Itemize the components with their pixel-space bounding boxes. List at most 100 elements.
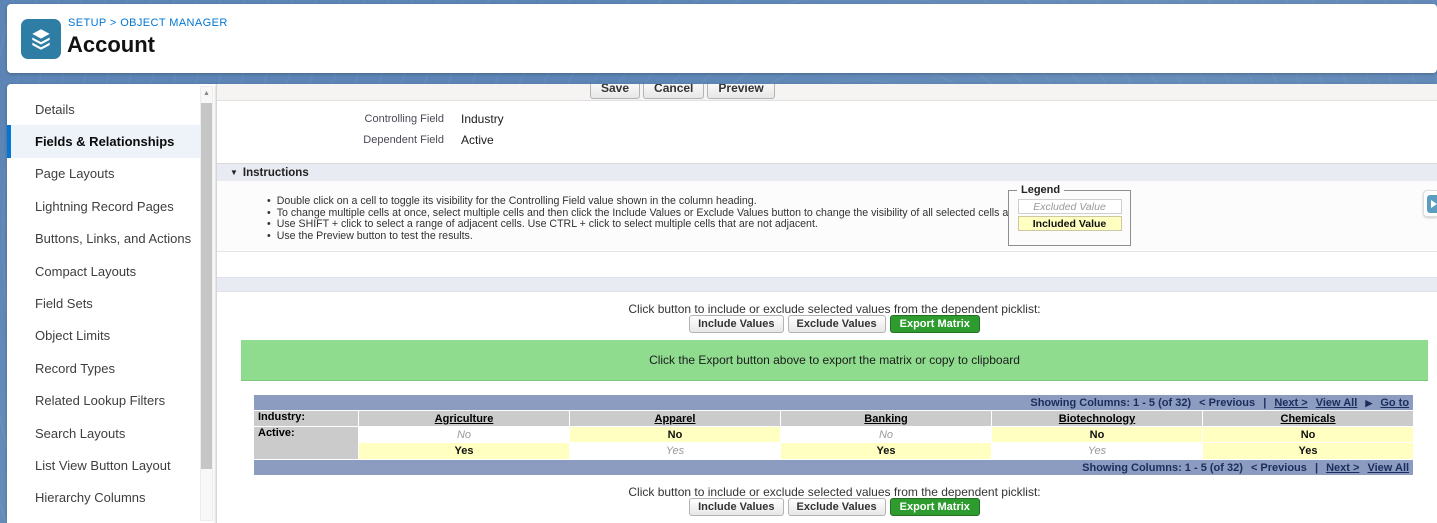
view-all-link[interactable]: View All	[1367, 461, 1410, 474]
section-divider-strip	[217, 277, 1437, 292]
dependent-field-value: Active	[461, 132, 494, 147]
matrix-cell[interactable]: Yes	[359, 443, 569, 459]
collapse-triangle-icon: ▼	[230, 168, 238, 177]
view-all-link[interactable]: View All	[1315, 396, 1358, 409]
instructions-bullet-list: Double click on a cell to toggle its vis…	[267, 195, 1040, 243]
layers-icon	[32, 29, 50, 50]
sidebar-item-label: Hierarchy Columns	[35, 490, 146, 506]
page-title: Account	[67, 32, 155, 57]
matrix-actions-top: Include Values Exclude Values Export Mat…	[241, 315, 1428, 333]
next-link[interactable]: Next >	[1326, 461, 1360, 474]
field-dependency-editor: Save Cancel Preview Controlling Field In…	[216, 84, 1437, 523]
matrix-cell[interactable]: Yes	[992, 443, 1202, 459]
sidebar-item-label: Search Layouts	[35, 425, 126, 441]
sidebar-item-fields-relationships[interactable]: Fields & Relationships	[7, 125, 200, 159]
matrix-header-row: Industry: Agriculture Apparel Banking Bi…	[254, 411, 1414, 426]
dependent-field-row: Dependent Field Active	[217, 129, 1437, 150]
side-help-button[interactable]	[1423, 190, 1437, 217]
column-header-chemicals[interactable]: Chemicals	[1203, 411, 1414, 426]
dependency-matrix: Showing Columns: 1 - 5 (of 32) < Previou…	[253, 394, 1415, 476]
sidebar-nav: Details Fields & Relationships Page Layo…	[7, 93, 200, 514]
sidebar-scrollbar-thumb[interactable]	[201, 103, 212, 469]
sidebar-item-hierarchy-columns[interactable]: Hierarchy Columns	[7, 482, 200, 514]
instruction-item: Use the Preview button to test the resul…	[267, 230, 1040, 243]
instruction-item: To change multiple cells at once, select…	[267, 207, 1040, 220]
controlling-field-label: Controlling Field	[364, 112, 444, 125]
export-matrix-button[interactable]: Export Matrix	[889, 315, 980, 333]
sidebar-scrollbar[interactable]: ▲	[200, 86, 213, 521]
object-manager-logo	[21, 19, 61, 59]
sidebar-item-label: Related Lookup Filters	[35, 393, 166, 409]
matrix-cell[interactable]: Yes	[570, 443, 780, 459]
sidebar-item-related-lookup-filters[interactable]: Related Lookup Filters	[7, 385, 200, 417]
sidebar-item-page-layouts[interactable]: Page Layouts	[7, 158, 200, 190]
prompt-text: Click button to include or exclude selec…	[628, 302, 1041, 316]
go-to-link[interactable]: Go to	[1380, 396, 1410, 409]
sidebar-item-label: Field Sets	[35, 296, 93, 312]
paging-separator: |	[1263, 396, 1267, 409]
instructions-section-header[interactable]: ▼ Instructions	[217, 163, 1437, 181]
sidebar-item-search-layouts[interactable]: Search Layouts	[7, 417, 200, 449]
include-values-button[interactable]: Include Values	[689, 315, 784, 333]
help-icon	[1427, 195, 1437, 213]
sidebar-item-label: Lightning Record Pages	[35, 198, 174, 214]
sidebar-item-record-types[interactable]: Record Types	[7, 352, 200, 384]
previous-link-disabled[interactable]: < Previous	[1199, 396, 1256, 409]
sidebar-item-compact-layouts[interactable]: Compact Layouts	[7, 255, 200, 287]
sidebar-item-buttons-links-actions[interactable]: Buttons, Links, and Actions	[7, 223, 200, 255]
sidebar-item-details[interactable]: Details	[7, 93, 200, 125]
legend-included-value: Included Value	[1017, 216, 1122, 231]
preview-button[interactable]: Preview	[707, 84, 775, 99]
sidebar-item-label: Buttons, Links, and Actions	[35, 231, 192, 247]
exclude-values-button[interactable]: Exclude Values	[787, 498, 886, 516]
matrix-paging-top: Showing Columns: 1 - 5 (of 32) < Previou…	[254, 395, 1414, 410]
matrix-cell[interactable]: Yes	[781, 443, 991, 459]
sidebar-item-object-limits[interactable]: Object Limits	[7, 320, 200, 352]
dependent-row-label: Active:	[254, 427, 358, 459]
matrix-cell[interactable]: No	[781, 427, 991, 442]
sidebar-item-label: Page Layouts	[35, 166, 115, 182]
showing-columns-text: Showing Columns: 1 - 5 (of 32)	[1030, 396, 1192, 409]
matrix-cell[interactable]: No	[359, 427, 569, 442]
legend-excluded-value: Excluded Value	[1017, 199, 1122, 214]
sidebar-item-list-view-button-layout[interactable]: List View Button Layout	[7, 449, 200, 481]
controlling-row-label: Industry:	[254, 411, 358, 426]
column-header-banking[interactable]: Banking	[781, 411, 991, 426]
column-header-apparel[interactable]: Apparel	[570, 411, 780, 426]
save-button[interactable]: Save	[590, 84, 641, 99]
matrix-actions-bottom: Include Values Exclude Values Export Mat…	[241, 498, 1428, 516]
sidebar-item-field-sets[interactable]: Field Sets	[7, 287, 200, 319]
showing-columns-text: Showing Columns: 1 - 5 (of 32)	[1082, 461, 1243, 474]
matrix-cell[interactable]: Yes	[1203, 443, 1414, 459]
column-header-biotechnology[interactable]: Biotechnology	[992, 411, 1202, 426]
include-values-button[interactable]: Include Values	[689, 498, 784, 516]
matrix-row-no: Active: No No No No No	[254, 427, 1414, 459]
export-matrix-button[interactable]: Export Matrix	[889, 498, 980, 516]
sidebar-item-label: Object Limits	[35, 328, 111, 344]
matrix-cell[interactable]: No	[992, 427, 1202, 442]
include-exclude-prompt-bottom: Click button to include or exclude selec…	[241, 483, 1428, 501]
go-to-arrow-icon: ▶	[1365, 397, 1373, 408]
column-header-agriculture[interactable]: Agriculture	[359, 411, 569, 426]
breadcrumb[interactable]: SETUP > OBJECT MANAGER	[68, 17, 228, 29]
sidebar-item-label: List View Button Layout	[35, 457, 171, 473]
matrix-cell[interactable]: No	[570, 427, 780, 442]
paging-separator: |	[1314, 461, 1319, 474]
sidebar-item-label: Compact Layouts	[35, 263, 137, 279]
toolbar: Save Cancel Preview	[217, 84, 1437, 101]
legend: Legend Excluded Value Included Value	[1008, 184, 1131, 246]
sidebar-item-label: Record Types	[35, 360, 115, 376]
export-info-banner: Click the Export button above to export …	[241, 340, 1428, 381]
next-link[interactable]: Next >	[1274, 396, 1308, 409]
previous-link-disabled[interactable]: < Previous	[1250, 461, 1307, 474]
matrix-paging-bottom: Showing Columns: 1 - 5 (of 32) < Previou…	[254, 460, 1414, 475]
matrix-cell[interactable]: No	[1203, 427, 1414, 442]
exclude-values-button[interactable]: Exclude Values	[787, 315, 886, 333]
instruction-item: Double click on a cell to toggle its vis…	[267, 195, 1040, 208]
scroll-up-arrow-icon[interactable]: ▲	[203, 90, 210, 97]
legend-title: Legend	[1017, 184, 1065, 196]
cancel-button[interactable]: Cancel	[643, 84, 705, 99]
instructions-body: Double click on a cell to toggle its vis…	[217, 181, 1437, 252]
sidebar-item-lightning-record-pages[interactable]: Lightning Record Pages	[7, 190, 200, 222]
sidebar-item-label: Details	[35, 101, 75, 117]
